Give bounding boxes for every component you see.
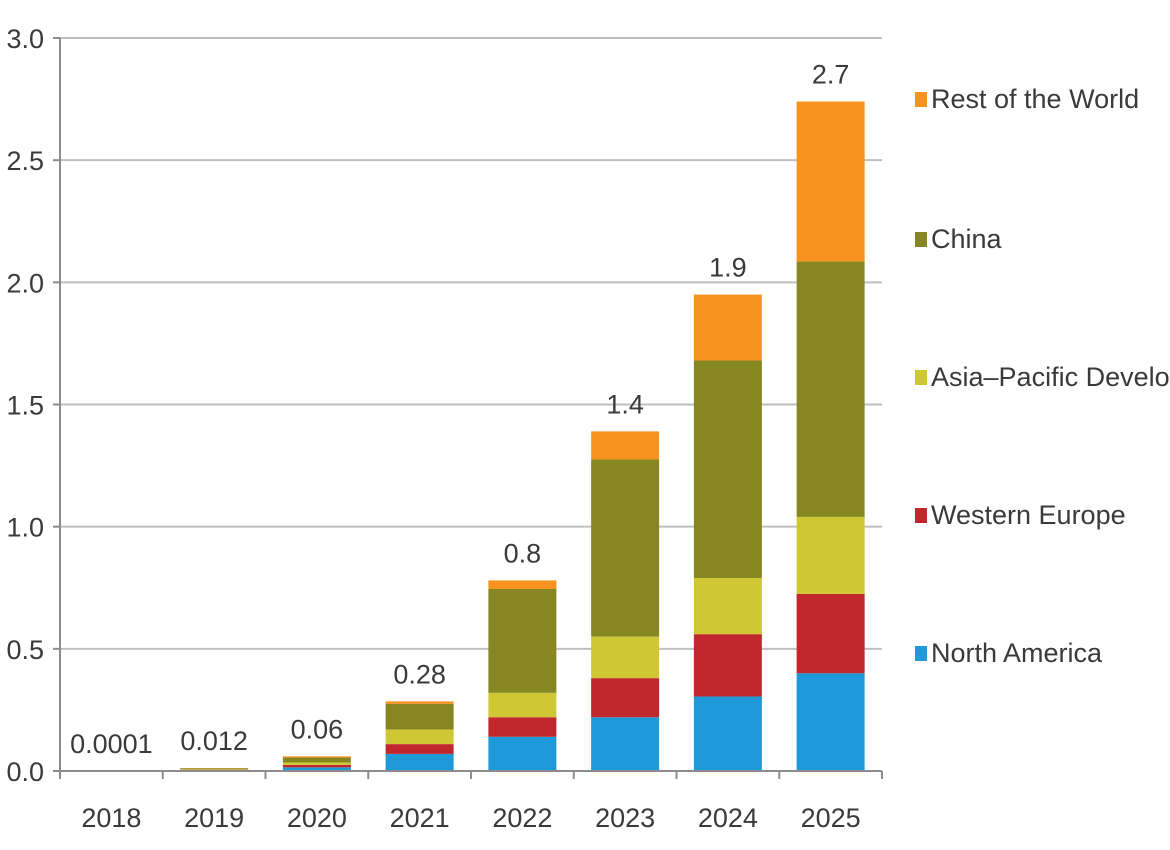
legend-label: Rest of the World — [931, 84, 1140, 114]
x-tick-label: 2020 — [287, 803, 347, 833]
legend-label: China — [931, 224, 1002, 254]
legend-swatch — [915, 370, 927, 385]
total-label-2025: 2.7 — [812, 60, 850, 90]
legend-swatch — [915, 92, 927, 107]
x-tick-label: 2021 — [390, 803, 450, 833]
x-tick-label: 2025 — [801, 803, 861, 833]
legend-item-rest-of-the-world: Rest of the World — [915, 84, 1139, 115]
bar-segment-china-2022 — [488, 588, 557, 693]
y-axis-tick-labels: 0.0 0.5 1.0 1.5 2.0 2.5 3.0 — [6, 24, 60, 787]
bar-segment-north-america-2022 — [488, 736, 557, 771]
bar-segment-western-europe-2022 — [488, 717, 557, 737]
bar-segment-asia-pacific-developed-2024 — [693, 577, 762, 635]
total-label-2022: 0.8 — [504, 538, 542, 568]
y-tick-label: 2.5 — [6, 146, 44, 176]
bar-segment-asia-pacific-developed-2021 — [385, 729, 454, 745]
legend-label: North America — [931, 638, 1103, 668]
x-axis: 2018 2019 2020 2021 2022 2023 2024 2025 — [59, 38, 883, 833]
total-label-2018: 0.0001 — [70, 729, 153, 759]
bar-segment-china-2019 — [180, 768, 249, 770]
legend-swatch — [915, 646, 927, 661]
bar-segment-rest-of-the-world-2023 — [591, 431, 660, 460]
total-label-2020: 0.06 — [291, 714, 344, 744]
bar-segment-asia-pacific-developed-2022 — [488, 692, 557, 718]
y-tick-label: 0.0 — [6, 757, 44, 787]
legend-label: Western Europe — [931, 500, 1126, 530]
bar-segment-rest-of-the-world-2025 — [796, 101, 865, 262]
bar-segment-north-america-2021 — [385, 753, 454, 771]
bar-segment-rest-of-the-world-2021 — [385, 701, 454, 704]
bar-segment-china-2020 — [282, 757, 351, 763]
legend-item-china: China — [915, 224, 1002, 255]
bar-segment-north-america-2023 — [591, 717, 660, 771]
bar-segment-western-europe-2025 — [796, 593, 865, 674]
x-tick-label: 2024 — [698, 803, 758, 833]
bar-segment-china-2025 — [796, 261, 865, 517]
x-tick-label: 2019 — [184, 803, 244, 833]
bar-segment-asia-pacific-developed-2023 — [591, 636, 660, 679]
total-label-2023: 1.4 — [606, 389, 644, 419]
y-tick-label: 1.0 — [6, 513, 44, 543]
bar-segment-china-2023 — [591, 459, 660, 637]
bar-segment-rest-of-the-world-2022 — [488, 580, 557, 589]
bar-segment-western-europe-2024 — [693, 634, 762, 697]
y-tick-label: 1.5 — [6, 391, 44, 421]
x-tick-label: 2018 — [81, 803, 141, 833]
bar-segment-asia-pacific-developed-2025 — [796, 516, 865, 594]
x-tick-label: 2022 — [492, 803, 552, 833]
bars — [77, 101, 865, 771]
bar-segment-north-america-2020 — [282, 767, 351, 771]
bar-segment-north-america-2024 — [693, 696, 762, 771]
legend-item-north-america: North America — [915, 638, 1102, 669]
x-tick-label: 2023 — [595, 803, 655, 833]
bar-segment-western-europe-2021 — [385, 744, 454, 754]
total-label-2019: 0.012 — [180, 726, 248, 756]
legend-label: Asia–Pacific Developed — [931, 362, 1170, 392]
bar-segment-asia-pacific-developed-2020 — [282, 762, 351, 765]
bar-segment-rest-of-the-world-2020 — [282, 756, 351, 758]
bar-segment-rest-of-the-world-2024 — [693, 294, 762, 361]
legend-item-asia-pacific-developed: Asia–Pacific Developed — [915, 362, 1170, 393]
bar-segment-western-europe-2020 — [282, 764, 351, 768]
total-label-2024: 1.9 — [709, 253, 747, 283]
bar-segment-china-2024 — [693, 360, 762, 578]
legend-swatch — [915, 232, 927, 247]
bar-segment-china-2021 — [385, 703, 454, 730]
total-labels: 0.0001 0.012 0.06 0.28 0.8 1.4 1.9 2.7 — [70, 60, 849, 759]
y-tick-label: 3.0 — [6, 24, 44, 54]
bar-segment-western-europe-2023 — [591, 678, 660, 718]
legend-swatch — [915, 508, 927, 523]
bar-segment-north-america-2025 — [796, 673, 865, 771]
y-tick-label: 0.5 — [6, 635, 44, 665]
legend-item-western-europe: Western Europe — [915, 500, 1126, 531]
y-tick-label: 2.0 — [6, 268, 44, 298]
total-label-2021: 0.28 — [393, 659, 446, 689]
